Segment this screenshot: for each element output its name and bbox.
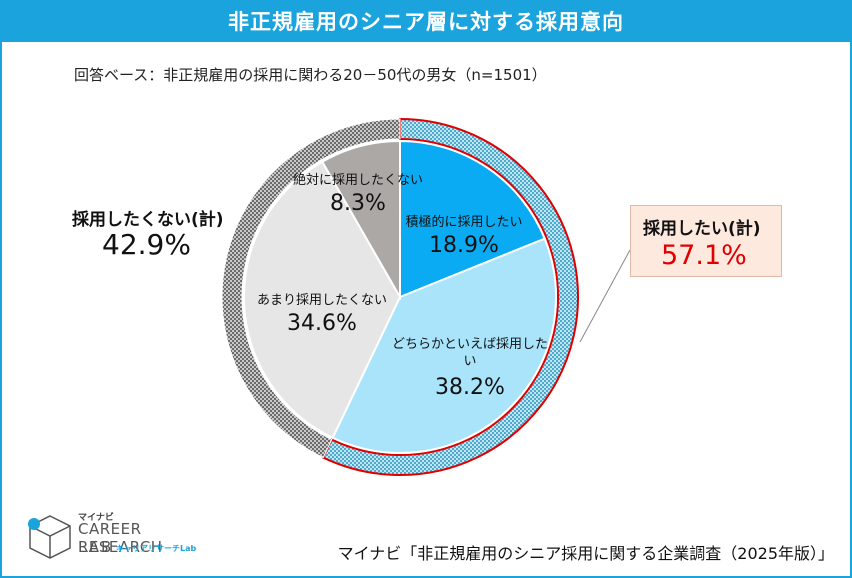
negative-total-label: 採用したくない(計) <box>72 210 224 230</box>
positive-total-box: 採用したい(計) 57.1% <box>630 205 782 277</box>
slice-somewhat-positive <box>331 237 557 454</box>
chart-subtitle: 回答ベース：非正規雇用の採用に関わる20－50代の男女（n=1501） <box>74 66 547 84</box>
career-research-lab-logo: マイナビ CAREER RESEARCH LAB キャリアリサーチLab <box>26 510 226 566</box>
logo-brand-small: マイナビ <box>78 513 114 523</box>
positive-total-value: 57.1% <box>661 240 747 271</box>
negative-total-value: 42.9% <box>102 228 191 261</box>
slice-label-3: あまり採用したくない <box>257 293 387 308</box>
logo-cube-icon <box>28 515 71 559</box>
leader-line <box>579 249 631 343</box>
slice-very-negative <box>320 139 401 301</box>
logo-subtitle: キャリアリサーチLab <box>116 544 197 553</box>
slice-label-1: 積極的に採用したい <box>405 214 522 230</box>
logo-line-2: LAB <box>78 538 114 556</box>
chart-title: 非正規雇用のシニア層に対する採用意向 <box>2 2 850 42</box>
positive-total-label: 採用したい(計) <box>643 219 761 239</box>
slice-value-4: 8.3% <box>330 191 386 216</box>
logo-line-1: CAREER RESEARCH <box>78 520 163 556</box>
slice-very-positive <box>399 139 546 299</box>
slice-label-2-line-2: い <box>463 354 476 369</box>
slice-label-4: 絶対に採用したくない <box>293 172 423 188</box>
source-citation: マイナビ「非正規雇用のシニア採用に関する企業調査（2025年版）」 <box>337 544 834 563</box>
slice-value-1: 18.9% <box>429 233 499 258</box>
slice-value-3: 34.6% <box>287 311 357 336</box>
outer-ring-negative <box>221 118 401 459</box>
slice-label-2-line-1: どちらかといえば採用した <box>392 337 548 352</box>
slice-value-2: 38.2% <box>435 375 505 400</box>
